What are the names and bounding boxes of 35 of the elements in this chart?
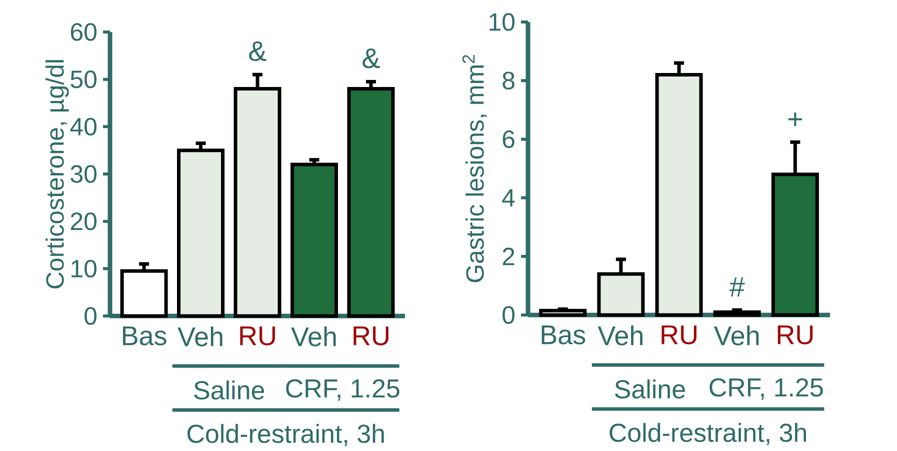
x-tick-label: Bas	[542, 326, 586, 344]
y-tick-label: 20	[70, 212, 96, 230]
text: Cold-restraint, 3h	[610, 422, 806, 446]
text: CRF, 1.25	[286, 379, 400, 401]
y-axis-title: Corticosterone, µg/dl	[46, 60, 69, 288]
annotation: &	[362, 48, 380, 68]
text: Saline	[194, 380, 264, 400]
x-tick-label: RU	[778, 326, 813, 344]
y-tick-label: 4	[502, 189, 515, 206]
y-axis-title: Gastric lesions, mm$^{2}$	[462, 55, 487, 282]
x-tick-label: Veh	[178, 326, 222, 346]
y-tick-label: 0	[502, 306, 515, 324]
text: Saline	[615, 379, 685, 399]
text: Cold-restraint, 3h	[187, 424, 384, 446]
text: CRF, 1.25	[710, 378, 823, 400]
x-tick-label: RU	[354, 326, 388, 346]
x-tick-label: Bas	[122, 326, 166, 346]
x-tick-label: RU	[240, 326, 275, 346]
x-tick-label: Veh	[291, 326, 336, 346]
y-tick-label: 0	[84, 307, 96, 325]
annotation: +	[788, 112, 802, 126]
y-tick-label: 2	[502, 248, 514, 266]
y-tick-label: 40	[70, 118, 96, 136]
x-tick-label: RU	[662, 326, 696, 344]
y-tick-label: 10	[490, 13, 514, 31]
y-tick-label: 30	[70, 165, 96, 183]
y-tick-label: 8	[502, 72, 514, 90]
y-tick-label: 6	[502, 130, 514, 148]
x-tick-label: Veh	[598, 326, 642, 346]
y-tick-label: 50	[70, 70, 96, 88]
y-tick-label: 10	[72, 260, 96, 278]
x-tick-label: Veh	[714, 326, 759, 346]
y-tick-label: 60	[70, 23, 96, 41]
annotation: &	[249, 41, 266, 62]
annotation: #	[729, 277, 745, 296]
